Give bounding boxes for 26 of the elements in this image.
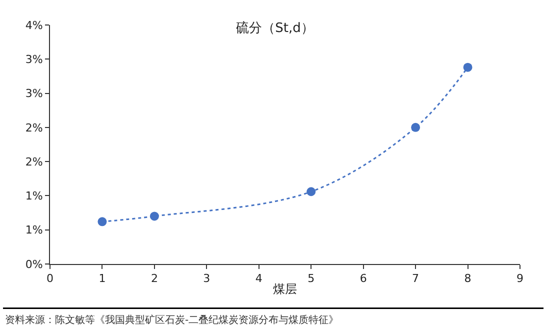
y-tick-label: 2%	[25, 155, 43, 168]
point	[150, 212, 159, 221]
y-tick-label: 2%	[25, 121, 43, 134]
x-tick-label: 2	[150, 272, 158, 286]
y-tick-label: 4%	[25, 18, 43, 32]
text: 资料来源：陈文敏等《我国典型矿区石炭-二叠纪煤炭资源分布与煤质特征》	[5, 314, 339, 326]
x-tick-label: 0	[46, 272, 54, 286]
point	[98, 217, 107, 226]
x-tick-label: 7	[412, 272, 420, 286]
x-tick-label: 8	[464, 272, 472, 286]
x-tick-label: 5	[308, 272, 315, 286]
y-tick-label: 1%	[25, 224, 43, 237]
x-tick-label: 4	[255, 272, 262, 286]
point	[411, 122, 420, 132]
x-tick-label: 9	[516, 272, 524, 286]
y-tick-label: 0%	[25, 258, 43, 271]
chart-title: 硫分（St,d）	[236, 20, 314, 36]
y-tick-label: 3%	[25, 87, 43, 100]
x-axis-title: 煤层	[273, 282, 297, 296]
point	[463, 62, 472, 72]
x-tick-label: 1	[98, 272, 106, 286]
y-tick-label: 3%	[25, 52, 43, 66]
x-tick-label: 6	[360, 272, 367, 286]
point	[306, 187, 316, 196]
x-tick-label: 3	[203, 272, 210, 286]
y-tick-label: 1%	[25, 190, 43, 203]
